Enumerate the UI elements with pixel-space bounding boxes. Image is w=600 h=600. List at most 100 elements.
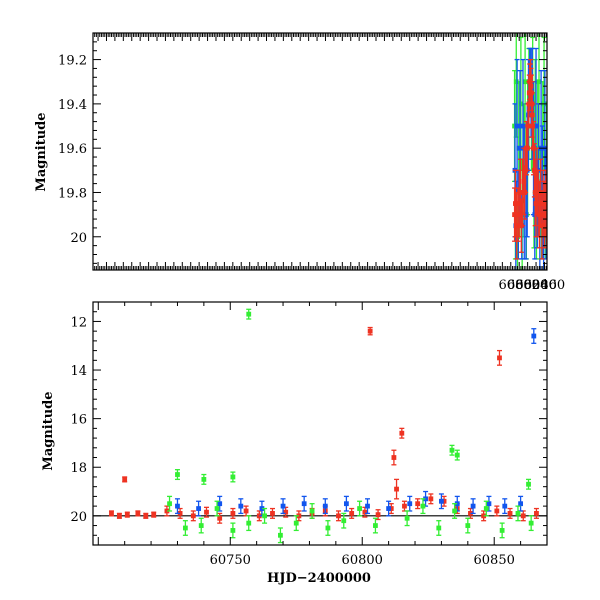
series-green [167, 308, 534, 544]
series-red [108, 326, 539, 524]
point-marker [204, 509, 209, 515]
point-marker [423, 496, 428, 502]
data-point [415, 498, 421, 510]
point-marker [468, 511, 473, 516]
point-marker [531, 333, 537, 339]
data-point [496, 349, 502, 366]
point-marker [357, 506, 362, 511]
data-point [277, 527, 283, 544]
point-marker [373, 523, 378, 528]
data-point [494, 505, 500, 517]
data-point [217, 495, 223, 512]
point-marker [522, 79, 528, 85]
point-marker [537, 212, 542, 218]
data-point [124, 511, 130, 518]
point-marker [533, 123, 539, 129]
point-marker [349, 511, 355, 516]
point-marker [465, 523, 471, 528]
data-point [262, 507, 268, 524]
data-point [531, 328, 537, 344]
point-marker [167, 501, 172, 507]
bottom-panel-full: 60750 60800 60850 12 14 16 18 20 [70, 301, 548, 568]
point-marker [470, 503, 476, 509]
point-marker [454, 501, 460, 507]
point-marker [436, 525, 442, 531]
point-marker [543, 201, 547, 206]
x-tick-label: 60820 [507, 278, 548, 293]
data-point [217, 512, 223, 524]
series-blue [174, 328, 537, 517]
series-red [512, 58, 547, 260]
data-point [533, 507, 539, 519]
data-point [174, 469, 180, 481]
point-marker [494, 508, 500, 514]
point-marker [164, 508, 170, 514]
data-point [388, 503, 394, 515]
data-point [238, 498, 244, 515]
data-point [423, 490, 429, 507]
point-marker [190, 513, 196, 519]
data-point [399, 427, 405, 439]
data-point [515, 505, 521, 522]
top-y-axis-label: Magnitude [34, 112, 49, 191]
point-marker [109, 511, 114, 516]
point-marker [502, 503, 508, 509]
point-marker [246, 520, 252, 526]
y-tick-label: 14 [70, 364, 87, 379]
data-point [214, 500, 220, 517]
point-marker [483, 506, 489, 511]
point-marker [391, 455, 397, 460]
data-point [465, 517, 471, 534]
point-marker [386, 506, 392, 511]
point-marker [399, 430, 405, 436]
point-marker [512, 212, 517, 218]
point-marker [336, 513, 341, 519]
point-marker [293, 520, 299, 526]
point-marker [532, 190, 538, 195]
bottom-x-axis-label: HJD−2400000 [267, 571, 371, 586]
point-marker [404, 515, 410, 521]
data-point [526, 478, 532, 490]
plot-area-0 [512, 33, 547, 270]
data-point [394, 478, 400, 500]
point-marker [270, 511, 275, 516]
point-marker [518, 501, 524, 507]
data-point [204, 506, 209, 518]
data-point [122, 476, 128, 483]
data-point [174, 498, 180, 515]
y-tick-label: 20 [70, 510, 87, 525]
data-point [357, 500, 363, 517]
plot-area-1 [93, 308, 547, 544]
data-point [269, 507, 275, 519]
point-marker [514, 123, 520, 129]
data-point [470, 498, 476, 515]
data-point [343, 495, 349, 512]
point-marker [175, 503, 180, 509]
point-marker [151, 512, 157, 518]
point-marker [516, 201, 522, 206]
point-marker [365, 503, 370, 509]
point-marker [214, 506, 220, 511]
point-marker [343, 501, 349, 507]
point-marker [246, 311, 252, 317]
data-point [372, 517, 378, 534]
data-point [325, 520, 331, 536]
data-point [190, 510, 196, 522]
point-marker [402, 503, 407, 509]
data-point [407, 495, 413, 512]
data-point [507, 507, 513, 519]
point-marker [322, 503, 328, 509]
point-marker [515, 212, 521, 218]
point-marker [394, 486, 399, 492]
point-marker [388, 506, 394, 511]
point-marker [256, 513, 262, 519]
point-marker [534, 179, 540, 184]
point-marker [177, 511, 183, 516]
point-marker [507, 511, 513, 516]
point-marker [518, 101, 524, 107]
y-tick-label: 16 [70, 413, 87, 428]
point-marker [517, 145, 523, 151]
data-point [428, 493, 434, 505]
